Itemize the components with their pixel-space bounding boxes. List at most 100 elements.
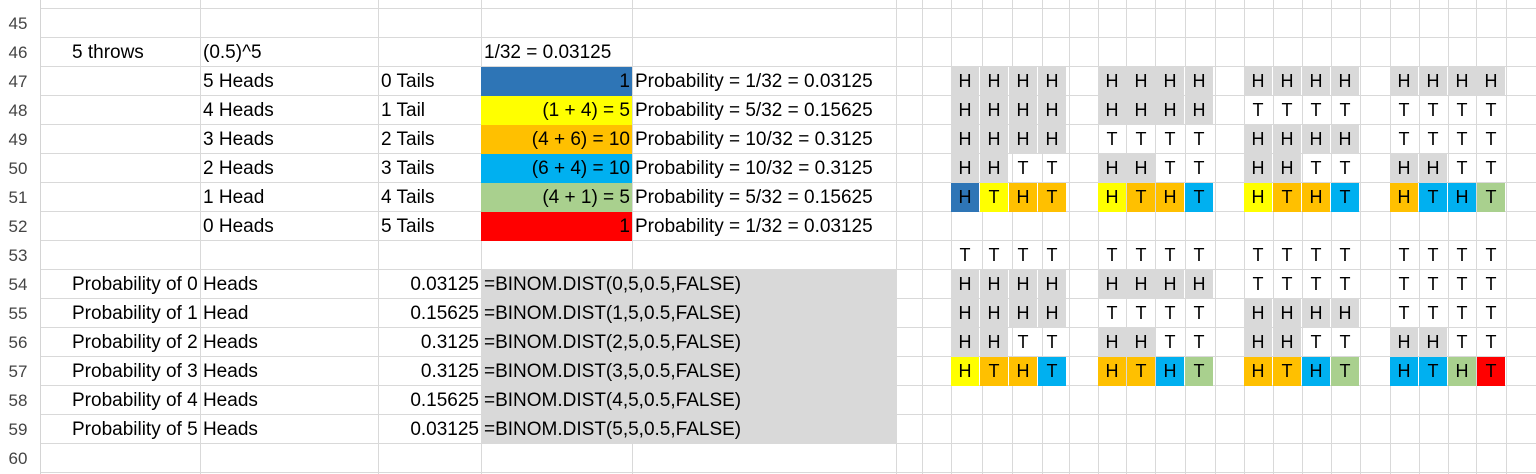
coin-outcome-cell[interactable]: T [1419, 357, 1447, 386]
coin-outcome-cell[interactable]: T [1398, 100, 1410, 120]
coin-outcome-cell[interactable]: T [1398, 129, 1410, 149]
coin-outcome-cell[interactable]: H [1009, 67, 1037, 96]
coin-outcome-cell[interactable]: T [1164, 332, 1176, 352]
combination-calc[interactable]: 1 [481, 67, 632, 96]
coin-outcome-cell[interactable]: H [1273, 299, 1301, 328]
coin-outcome-cell[interactable]: T [1339, 100, 1351, 120]
coin-outcome-cell[interactable]: H [1156, 183, 1184, 212]
binom-formula[interactable]: =BINOM.DIST(4,5,0.5,FALSE) [484, 390, 742, 411]
coin-outcome-cell[interactable]: T [1398, 274, 1410, 294]
binom-formula[interactable]: =BINOM.DIST(5,5,0.5,FALSE) [484, 419, 742, 440]
probability-text[interactable]: Probability = 5/32 = 0.15625 [635, 100, 873, 121]
coin-outcome-cell[interactable]: H [1156, 96, 1184, 125]
coin-outcome-cell[interactable]: H [980, 96, 1008, 125]
coin-outcome-cell[interactable]: H [1098, 357, 1126, 386]
coin-outcome-cell[interactable]: T [1164, 158, 1176, 178]
coin-outcome-cell[interactable]: H [1156, 270, 1184, 299]
probability-text[interactable]: Probability = 1/32 = 0.03125 [635, 71, 873, 92]
heads-count[interactable]: 4 Heads [203, 100, 274, 121]
coin-outcome-cell[interactable]: T [1164, 129, 1176, 149]
coin-outcome-cell[interactable]: H [1185, 270, 1213, 299]
coin-outcome-cell[interactable]: H [1331, 299, 1359, 328]
tails-count[interactable]: 2 Tails [381, 129, 435, 150]
coin-outcome-cell[interactable]: H [980, 270, 1008, 299]
coin-outcome-cell[interactable]: T [1477, 357, 1505, 386]
coin-outcome-cell[interactable]: H [1098, 270, 1126, 299]
probability-label[interactable]: Probability of 1 Head [72, 303, 249, 324]
coin-outcome-cell[interactable]: H [1273, 328, 1301, 357]
coin-outcome-cell[interactable]: T [1456, 129, 1468, 149]
coin-outcome-cell[interactable]: T [1419, 183, 1447, 212]
coin-outcome-cell[interactable]: H [1038, 67, 1066, 96]
coin-outcome-cell[interactable]: T [1331, 183, 1359, 212]
coin-outcome-cell[interactable]: H [951, 125, 979, 154]
coin-outcome-cell[interactable]: H [1098, 154, 1126, 183]
probability-text[interactable]: Probability = 10/32 = 0.3125 [635, 158, 873, 179]
combination-calc[interactable]: (4 + 1) = 5 [481, 183, 632, 212]
binom-formula[interactable]: =BINOM.DIST(0,5,0.5,FALSE) [484, 274, 742, 295]
coin-outcome-cell[interactable]: T [1017, 332, 1029, 352]
coin-outcome-cell[interactable]: T [1485, 158, 1497, 178]
coin-outcome-cell[interactable]: H [1273, 67, 1301, 96]
coin-outcome-cell[interactable]: H [951, 183, 979, 212]
coin-outcome-cell[interactable]: T [1185, 183, 1213, 212]
coin-outcome-cell[interactable]: T [1046, 245, 1058, 265]
coin-outcome-cell[interactable]: H [980, 125, 1008, 154]
coin-outcome-cell[interactable]: T [1252, 245, 1264, 265]
coin-outcome-cell[interactable]: H [1244, 299, 1272, 328]
coin-outcome-cell[interactable]: H [1098, 67, 1126, 96]
coin-outcome-cell[interactable]: T [1427, 303, 1439, 323]
coin-outcome-cell[interactable]: H [1009, 299, 1037, 328]
coin-outcome-cell[interactable]: T [1485, 274, 1497, 294]
coin-outcome-cell[interactable]: H [1009, 357, 1037, 386]
coin-outcome-cell[interactable]: H [1009, 125, 1037, 154]
coin-outcome-cell[interactable]: H [951, 299, 979, 328]
coin-outcome-cell[interactable]: T [1193, 129, 1205, 149]
coin-outcome-cell[interactable]: T [1106, 303, 1118, 323]
coin-outcome-cell[interactable]: H [1302, 183, 1330, 212]
coin-outcome-cell[interactable]: H [1244, 154, 1272, 183]
coin-outcome-cell[interactable]: T [1339, 158, 1351, 178]
throws-label[interactable]: 5 throws [72, 42, 144, 63]
coin-outcome-cell[interactable]: H [1009, 183, 1037, 212]
coin-outcome-cell[interactable]: H [951, 328, 979, 357]
coin-outcome-cell[interactable]: H [1419, 328, 1447, 357]
coin-outcome-cell[interactable]: H [1038, 270, 1066, 299]
coin-outcome-cell[interactable]: T [1281, 100, 1293, 120]
combination-calc[interactable]: 1 [481, 212, 632, 241]
probability-value[interactable]: 0.15625 [410, 390, 479, 411]
tails-count[interactable]: 4 Tails [381, 187, 435, 208]
coin-outcome-cell[interactable]: T [1310, 274, 1322, 294]
coin-outcome-cell[interactable]: T [1339, 332, 1351, 352]
coin-outcome-cell[interactable]: T [1193, 158, 1205, 178]
coin-outcome-cell[interactable]: H [1390, 357, 1418, 386]
coin-outcome-cell[interactable]: T [1106, 129, 1118, 149]
heads-count[interactable]: 5 Heads [203, 71, 274, 92]
coin-outcome-cell[interactable]: T [1135, 245, 1147, 265]
coin-outcome-cell[interactable]: T [1017, 158, 1029, 178]
coin-outcome-cell[interactable]: T [1281, 274, 1293, 294]
coin-outcome-cell[interactable]: T [1310, 245, 1322, 265]
coin-outcome-cell[interactable]: H [951, 357, 979, 386]
coin-outcome-cell[interactable]: H [1098, 96, 1126, 125]
probability-label[interactable]: Probability of 2 Heads [72, 332, 258, 353]
coin-outcome-cell[interactable]: T [1310, 332, 1322, 352]
coin-outcome-cell[interactable]: H [951, 67, 979, 96]
heads-count[interactable]: 1 Head [203, 187, 265, 208]
coin-outcome-cell[interactable]: T [1273, 183, 1301, 212]
coin-outcome-cell[interactable]: H [1448, 67, 1476, 96]
coin-outcome-cell[interactable]: H [1390, 154, 1418, 183]
coin-outcome-cell[interactable]: T [1398, 245, 1410, 265]
probability-label[interactable]: Probability of 5 Heads [72, 419, 258, 440]
coin-outcome-cell[interactable]: H [1156, 357, 1184, 386]
heads-count[interactable]: 2 Heads [203, 158, 274, 179]
tails-count[interactable]: 3 Tails [381, 158, 435, 179]
coin-outcome-cell[interactable]: H [1185, 96, 1213, 125]
coin-outcome-cell[interactable]: H [1127, 328, 1155, 357]
combination-calc[interactable]: (4 + 6) = 10 [481, 125, 632, 154]
coin-outcome-cell[interactable]: H [1448, 183, 1476, 212]
coin-outcome-cell[interactable]: T [1193, 245, 1205, 265]
coin-outcome-cell[interactable]: T [988, 245, 1000, 265]
coin-outcome-cell[interactable]: T [1281, 245, 1293, 265]
coin-outcome-cell[interactable]: T [1038, 183, 1066, 212]
